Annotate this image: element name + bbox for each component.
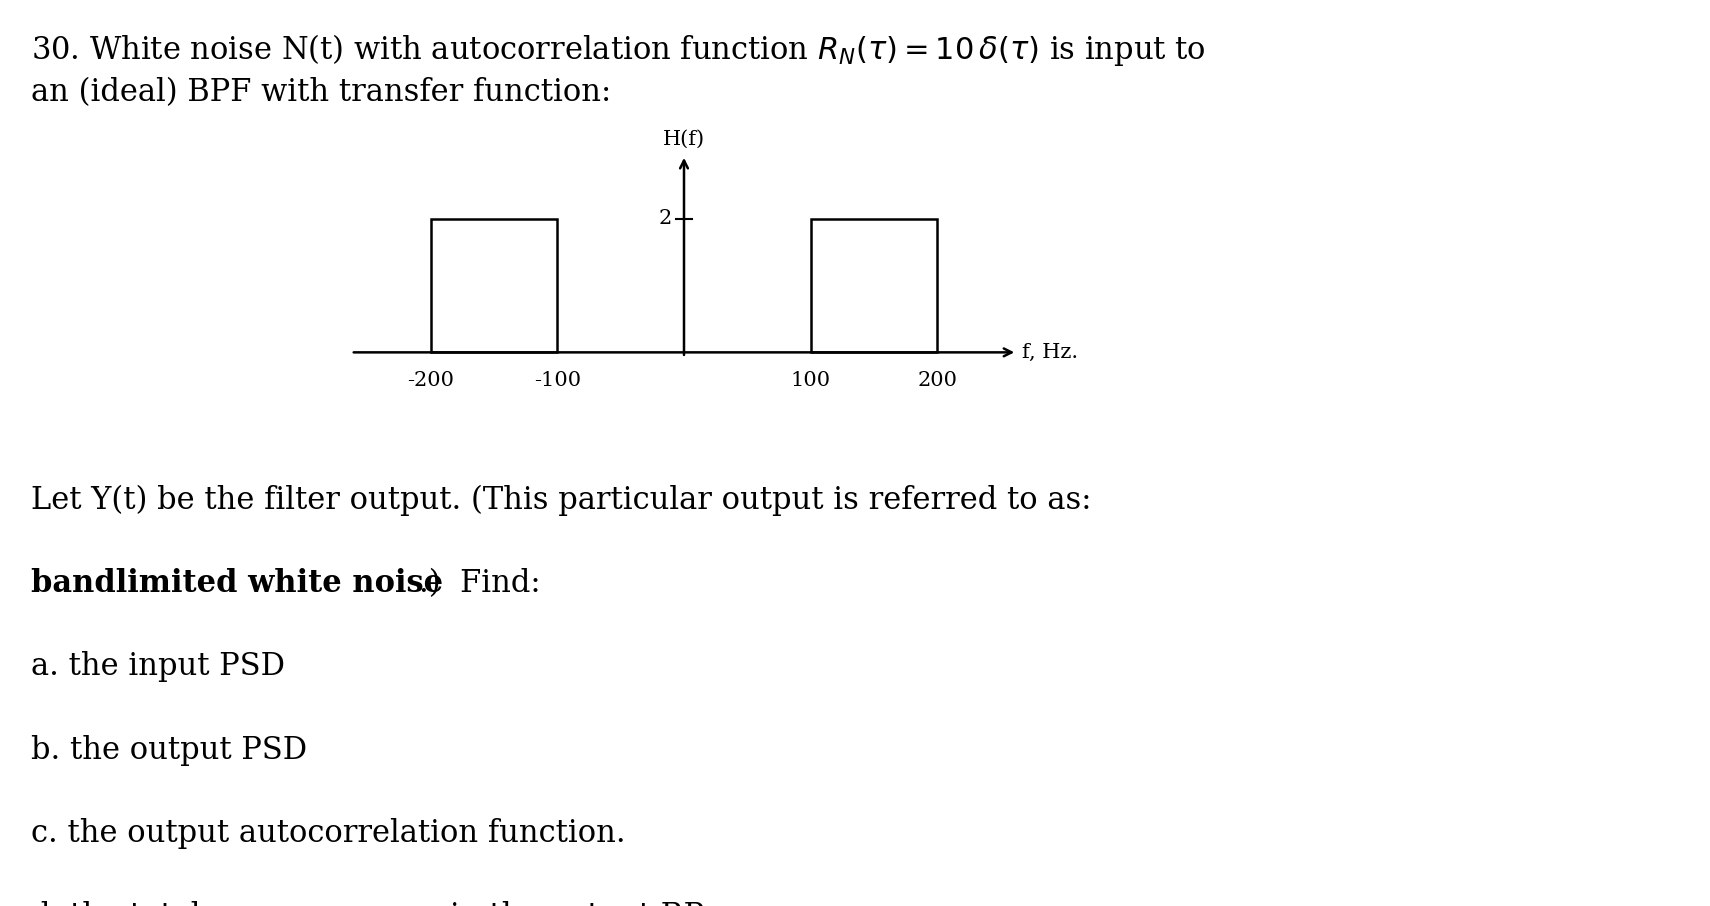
Bar <box>431 218 557 352</box>
Text: d. the total average power in the output RP.: d. the total average power in the output… <box>31 901 708 906</box>
Text: 100: 100 <box>790 371 831 390</box>
Bar <box>811 218 937 352</box>
Text: c. the output autocorrelation function.: c. the output autocorrelation function. <box>31 818 626 849</box>
Text: .)  Find:: .) Find: <box>419 568 540 599</box>
Text: b. the output PSD: b. the output PSD <box>31 735 306 766</box>
Text: an (ideal) BPF with transfer function:: an (ideal) BPF with transfer function: <box>31 77 610 108</box>
Text: 200: 200 <box>917 371 958 390</box>
Text: H(f): H(f) <box>663 130 705 149</box>
Text: bandlimited white noise: bandlimited white noise <box>31 568 443 599</box>
Text: 30. White noise N(t) with autocorrelation function $R_N(\tau) = 10\,\delta(\tau): 30. White noise N(t) with autocorrelatio… <box>31 32 1206 68</box>
Text: -100: -100 <box>534 371 581 390</box>
Text: Let Y(t) be the filter output. (This particular output is referred to as:: Let Y(t) be the filter output. (This par… <box>31 485 1091 516</box>
Text: a. the input PSD: a. the input PSD <box>31 651 286 682</box>
Text: f, Hz.: f, Hz. <box>1023 342 1079 361</box>
Text: -200: -200 <box>407 371 455 390</box>
Text: 2: 2 <box>658 209 672 228</box>
